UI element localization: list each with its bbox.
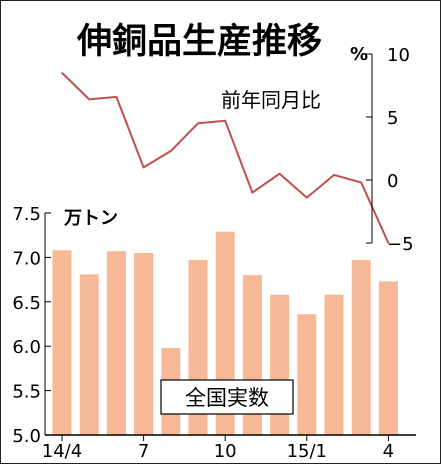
line-point-8 [170,150,172,152]
right-y-tick-label: 10 [387,45,410,66]
line-point-2 [333,174,335,176]
line-series [61,72,390,244]
line-point-12 [278,172,281,175]
x-tick-label: 10 [214,441,237,462]
x-tick-label: 4 [383,441,394,462]
bar-series-label-box [160,379,294,415]
line-point-5 [88,98,90,101]
line-series-label: 前年同月比 [221,88,321,112]
left-y-tick-label: 5.5 [12,382,41,403]
bar-3 [351,260,371,435]
left-y-tick-label: 6.5 [12,293,41,314]
bar-2 [324,294,344,435]
left-y-tick-label: 7.5 [12,204,41,225]
right-y-tick-label: 0 [387,171,398,192]
line-point-3 [360,181,363,184]
left-axis-unit: 万トン [63,208,118,229]
bar-4 [378,281,398,435]
bar-series-label: 全国実数 [185,386,269,410]
x-tick-label: 14/4 [42,441,82,462]
line-point-6 [115,96,118,98]
x-tick-label: 15/1 [287,441,327,462]
line-point-7 [142,166,145,169]
x-ticks: 14/4 7 10 15/1 4 [42,435,394,462]
right-y-tick-label: −5 [387,234,414,255]
x-tick-label: 7 [138,441,149,462]
bar-15/1 [297,314,317,435]
left-y-tick-label: 6.0 [12,337,41,358]
left-y-tick-label: 7.0 [12,248,41,269]
right-axis-unit: % [350,44,368,65]
bar-7 [134,252,154,435]
line-point-15/1 [306,196,308,199]
line-point-11 [251,191,254,194]
line-point-9 [197,122,199,125]
bar-5 [79,274,99,435]
left-y-ticks: 7.5 7.0 6.5 6.0 5.5 5.0 [12,204,51,447]
right-y-ticks: 10 5 0 −5 [366,45,414,255]
line-point-14/4 [61,72,63,74]
line-point-10 [224,119,226,122]
bar-14/4 [52,250,72,435]
bar-6 [106,251,126,435]
left-y-tick-label: 5.0 [12,426,41,447]
line-point-4 [387,242,390,244]
chart-title: 伸銅品生産推移 [76,21,322,62]
right-y-tick-label: 5 [387,108,398,129]
